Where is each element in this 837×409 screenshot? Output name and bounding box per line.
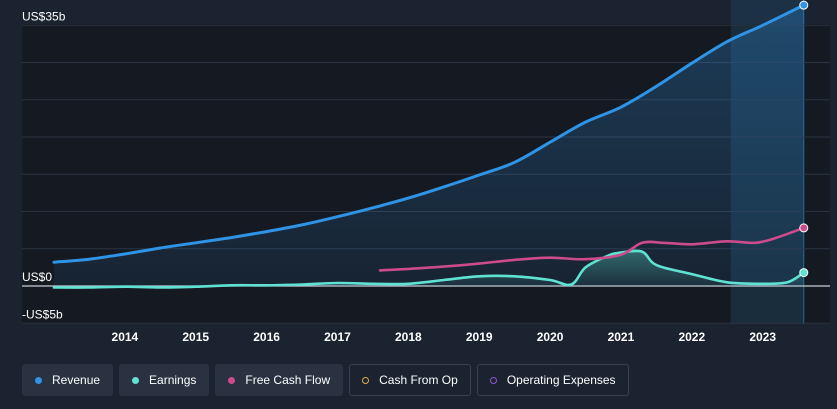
x-tick-label: 2016 (253, 330, 280, 344)
y-tick-label: -US$5b (22, 307, 63, 321)
revenue-dot-icon (35, 376, 42, 384)
earnings-end-marker[interactable] (799, 268, 809, 278)
legend-item-earnings[interactable]: Earnings (119, 364, 210, 396)
operating-expenses-ring-icon (489, 376, 497, 384)
x-tick-label: 2023 (749, 330, 776, 344)
legend-item-free-cash-flow[interactable]: Free Cash Flow (215, 364, 344, 396)
legend-label-operating-expenses: Operating Expenses (506, 373, 616, 387)
legend-item-operating-expenses[interactable]: Operating Expenses (476, 364, 629, 396)
free_cash_flow-line[interactable] (378, 226, 806, 272)
x-tick-label: 2015 (182, 330, 209, 344)
x-tick-label: 2020 (537, 330, 564, 344)
earnings-line[interactable] (52, 249, 806, 289)
cash-from-op-ring-icon (362, 376, 370, 384)
x-tick-label: 2017 (324, 330, 351, 344)
legend-label-free-cash-flow: Free Cash Flow (245, 373, 331, 387)
legend-label-revenue: Revenue (52, 373, 101, 387)
legend-item-cash-from-op[interactable]: Cash From Op (349, 364, 471, 396)
legend-item-revenue[interactable]: Revenue (22, 364, 114, 396)
revenue-area (54, 5, 804, 286)
y-tick-label: US$35b (22, 9, 66, 23)
free-cash-flow-dot-icon (228, 376, 236, 384)
revenue-end-marker[interactable] (799, 0, 809, 10)
legend: Revenue Earnings Free Cash Flow Cash Fro… (22, 364, 629, 396)
earnings-area (54, 250, 804, 288)
chart-area: US$35b US$0 -US$5b 2014 2015 2016 2017 2018 2019… (22, 0, 830, 344)
x-tick-label: 2021 (608, 330, 635, 344)
revenue-line[interactable] (52, 3, 806, 264)
y-tick-label: US$0 (22, 270, 52, 284)
x-tick-label: 2018 (395, 330, 422, 344)
x-tick-label: 2014 (112, 330, 139, 344)
earnings-dot-icon (132, 376, 140, 384)
x-tick-label: 2022 (678, 330, 705, 344)
x-tick-label: 2019 (466, 330, 493, 344)
legend-label-cash-from-op: Cash From Op (379, 373, 458, 387)
free_cash_flow-end-marker[interactable] (799, 223, 809, 233)
legend-label-earnings: Earnings (149, 373, 197, 387)
